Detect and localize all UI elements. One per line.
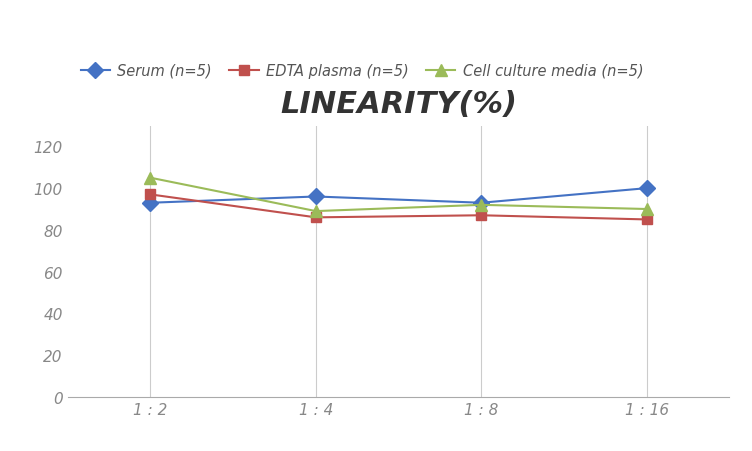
Line: EDTA plasma (n=5): EDTA plasma (n=5) (146, 190, 651, 225)
Cell culture media (n=5) (311, 209, 320, 214)
EDTA plasma (n=5) (146, 192, 155, 198)
Cell culture media (n=5) (146, 175, 155, 181)
Serum (n=5) (477, 201, 486, 206)
Cell culture media (n=5) (642, 207, 651, 212)
EDTA plasma (n=5) (642, 217, 651, 223)
EDTA plasma (n=5) (311, 215, 320, 221)
Serum (n=5) (146, 201, 155, 206)
Title: LINEARITY(%): LINEARITY(%) (280, 89, 517, 119)
Serum (n=5) (642, 186, 651, 191)
Serum (n=5) (311, 194, 320, 200)
Legend: Serum (n=5), EDTA plasma (n=5), Cell culture media (n=5): Serum (n=5), EDTA plasma (n=5), Cell cul… (75, 58, 649, 84)
Line: Cell culture media (n=5): Cell culture media (n=5) (144, 172, 653, 218)
Line: Serum (n=5): Serum (n=5) (145, 183, 652, 209)
EDTA plasma (n=5) (477, 213, 486, 218)
Cell culture media (n=5) (477, 202, 486, 208)
